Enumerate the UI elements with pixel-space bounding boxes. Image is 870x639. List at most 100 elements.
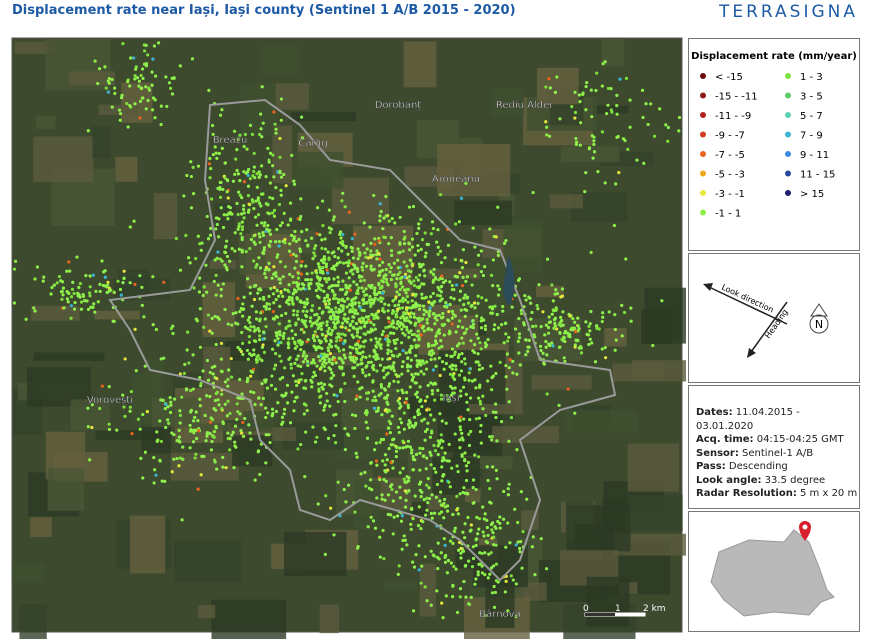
point (309, 281, 313, 286)
point (313, 440, 318, 444)
point (107, 427, 112, 432)
point (365, 247, 369, 251)
point (272, 285, 276, 290)
point (485, 540, 490, 545)
point (443, 322, 447, 327)
point (378, 214, 382, 218)
point (369, 241, 373, 245)
point (644, 102, 648, 106)
legend-swatch (700, 92, 706, 99)
point (589, 88, 593, 92)
point (222, 213, 226, 217)
info-value: 04:15-04:25 GMT (756, 434, 844, 445)
point (252, 240, 256, 244)
info-label: Dates: (696, 407, 733, 418)
point (386, 426, 391, 430)
point (325, 293, 330, 297)
point (288, 272, 292, 277)
point (471, 326, 475, 330)
point (300, 136, 305, 140)
point (231, 311, 235, 316)
point (458, 425, 462, 429)
point (476, 336, 480, 340)
point (205, 214, 209, 219)
point (265, 227, 269, 231)
point (140, 303, 144, 307)
point (417, 262, 421, 266)
point (313, 321, 317, 325)
point (374, 344, 378, 348)
point (258, 132, 262, 137)
point (332, 296, 336, 301)
point (299, 287, 303, 291)
point (314, 348, 318, 352)
point (314, 288, 318, 293)
point (223, 245, 228, 249)
point (355, 394, 359, 398)
point (292, 288, 297, 292)
point (451, 594, 455, 599)
point (337, 310, 341, 315)
point (333, 293, 337, 297)
field (384, 580, 418, 590)
point (146, 98, 150, 103)
point (204, 263, 208, 267)
field (70, 399, 110, 431)
point (219, 294, 223, 298)
point (249, 237, 254, 242)
point (371, 380, 375, 384)
point (424, 467, 428, 471)
point (417, 226, 421, 230)
point (323, 237, 327, 241)
point (399, 421, 404, 425)
point (105, 283, 110, 287)
point (353, 426, 357, 431)
info-row: Sensor: Sentinel-1 A/B (696, 447, 859, 461)
point (378, 257, 382, 261)
point (300, 259, 304, 264)
point (211, 153, 215, 157)
scale-bar: 0 1 2 km (583, 604, 666, 617)
point (168, 396, 172, 400)
point (93, 310, 97, 314)
point (264, 415, 268, 420)
point (319, 381, 323, 385)
point (322, 299, 326, 303)
point (233, 249, 237, 253)
point (427, 352, 431, 356)
point (242, 180, 247, 184)
point (336, 247, 341, 251)
point (117, 108, 122, 112)
point (358, 395, 362, 399)
point (191, 353, 195, 357)
point (491, 465, 495, 469)
point (400, 364, 404, 369)
point (267, 243, 271, 247)
point (557, 323, 561, 327)
point (103, 275, 107, 279)
point (106, 90, 111, 94)
point (248, 291, 252, 295)
legend-label: -11 - -9 (715, 111, 751, 122)
point (452, 353, 457, 357)
point (219, 341, 224, 346)
point (585, 81, 589, 85)
point (69, 316, 73, 320)
point (118, 287, 123, 292)
point (249, 369, 253, 373)
point (379, 383, 383, 387)
point (454, 330, 458, 334)
point (440, 344, 444, 349)
point (396, 389, 400, 393)
point (361, 268, 365, 272)
point (441, 280, 446, 285)
point (292, 179, 296, 183)
point (424, 429, 428, 434)
point (381, 528, 385, 533)
field (627, 494, 683, 532)
point (347, 259, 351, 263)
legend-title: Displacement rate (mm/year) (691, 51, 857, 62)
point (394, 449, 399, 454)
point (292, 182, 297, 186)
point (326, 332, 331, 336)
